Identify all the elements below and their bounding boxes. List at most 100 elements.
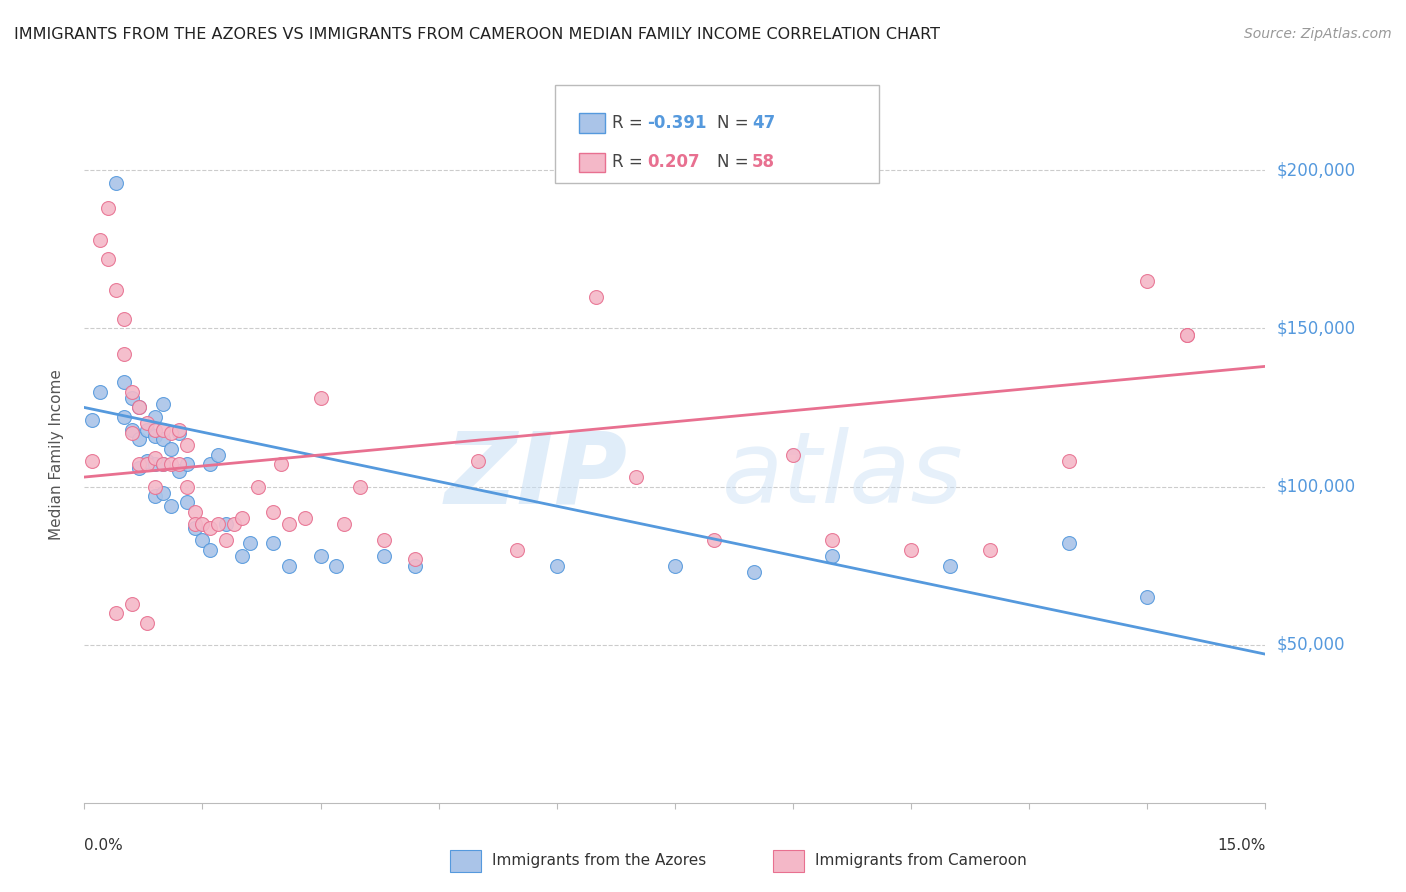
Point	[167, 425, 190, 440]
Point	[1136, 274, 1159, 288]
Point	[82, 413, 104, 427]
Point	[546, 558, 568, 573]
Point	[167, 423, 190, 437]
Point	[160, 425, 183, 440]
Point	[404, 558, 426, 573]
Text: 0.0%: 0.0%	[84, 838, 124, 854]
Point	[939, 558, 962, 573]
Text: Immigrants from the Azores: Immigrants from the Azores	[492, 854, 706, 868]
Point	[176, 458, 198, 472]
Point	[152, 423, 174, 437]
Point	[104, 284, 127, 298]
Text: N =: N =	[717, 114, 754, 132]
Point	[167, 458, 190, 472]
Point	[207, 448, 229, 462]
Point	[200, 458, 222, 472]
Point	[97, 201, 120, 215]
Point	[128, 460, 150, 475]
Point	[128, 401, 150, 415]
Point	[900, 542, 922, 557]
Point	[143, 409, 166, 424]
Point	[1175, 327, 1198, 342]
Point	[128, 432, 150, 446]
Point	[278, 558, 301, 573]
Point	[128, 401, 150, 415]
Point	[136, 417, 159, 431]
Point	[152, 486, 174, 500]
Point	[222, 517, 245, 532]
Point	[143, 451, 166, 466]
Point	[112, 375, 135, 389]
Point	[176, 495, 198, 509]
Text: 15.0%: 15.0%	[1218, 838, 1265, 854]
Point	[121, 384, 143, 399]
Point	[239, 536, 262, 550]
Point	[191, 517, 214, 532]
Point	[176, 438, 198, 452]
Point	[143, 423, 166, 437]
Point	[1057, 536, 1080, 550]
Point	[136, 423, 159, 437]
Point	[160, 499, 183, 513]
Point	[89, 384, 111, 399]
Point	[112, 312, 135, 326]
Point	[467, 454, 489, 468]
Point	[585, 290, 607, 304]
Point	[1136, 591, 1159, 605]
Text: -0.391: -0.391	[647, 114, 706, 132]
Point	[112, 409, 135, 424]
Point	[183, 521, 205, 535]
Point	[309, 549, 332, 563]
Point	[742, 565, 765, 579]
Point	[231, 511, 253, 525]
Point	[160, 458, 183, 472]
Point	[152, 432, 174, 446]
Point	[979, 542, 1001, 557]
Point	[121, 597, 143, 611]
Point	[200, 521, 222, 535]
Point	[270, 458, 292, 472]
Point	[183, 505, 205, 519]
Point	[136, 458, 159, 472]
Point	[215, 533, 238, 548]
Point	[167, 464, 190, 478]
Point	[128, 458, 150, 472]
Point	[160, 442, 183, 456]
Point	[89, 233, 111, 247]
Point	[97, 252, 120, 266]
Text: atlas: atlas	[723, 427, 963, 524]
Text: 58: 58	[752, 153, 775, 171]
Point	[1175, 327, 1198, 342]
Point	[262, 505, 284, 519]
Point	[246, 479, 269, 493]
Text: $200,000: $200,000	[1277, 161, 1355, 179]
Point	[215, 517, 238, 532]
Point	[152, 458, 174, 472]
Point	[136, 615, 159, 630]
Point	[176, 479, 198, 493]
Point	[309, 391, 332, 405]
Text: $100,000: $100,000	[1277, 477, 1355, 496]
Point	[782, 448, 804, 462]
Point	[506, 542, 529, 557]
Point	[703, 533, 725, 548]
Point	[325, 558, 347, 573]
Text: 0.207: 0.207	[647, 153, 699, 171]
Text: R =: R =	[612, 114, 648, 132]
Point	[112, 347, 135, 361]
Text: R =: R =	[612, 153, 648, 171]
Point	[1057, 454, 1080, 468]
Point	[624, 470, 647, 484]
Text: Immigrants from Cameroon: Immigrants from Cameroon	[815, 854, 1028, 868]
Point	[373, 533, 395, 548]
Point	[143, 489, 166, 503]
Point	[200, 542, 222, 557]
Point	[231, 549, 253, 563]
Point	[104, 176, 127, 190]
Point	[821, 549, 844, 563]
Point	[82, 454, 104, 468]
Point	[191, 533, 214, 548]
Text: $150,000: $150,000	[1277, 319, 1355, 337]
Point	[664, 558, 686, 573]
Point	[262, 536, 284, 550]
